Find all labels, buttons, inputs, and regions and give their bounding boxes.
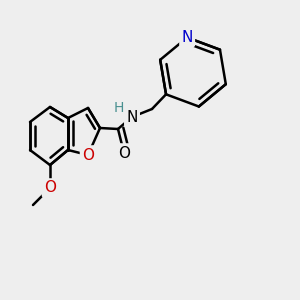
- Text: H: H: [114, 101, 124, 115]
- Text: O: O: [118, 146, 130, 160]
- Text: N: N: [182, 30, 193, 45]
- Text: N: N: [126, 110, 138, 124]
- Text: O: O: [44, 181, 56, 196]
- Text: O: O: [82, 148, 94, 163]
